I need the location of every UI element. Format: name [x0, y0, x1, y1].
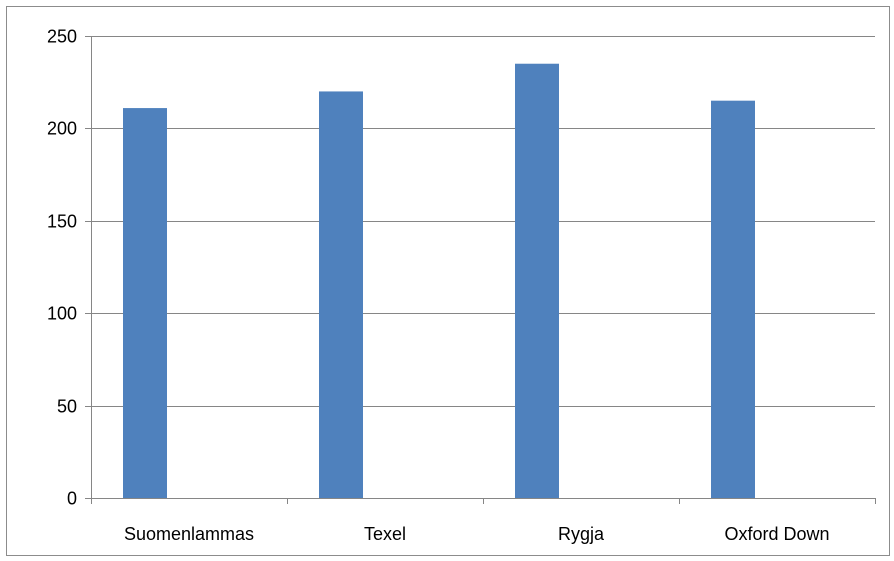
gridlines	[91, 36, 875, 407]
axes	[85, 36, 876, 504]
x-tick-label: Oxford Down	[724, 524, 829, 544]
y-tick-label: 150	[47, 212, 77, 232]
bar	[123, 108, 167, 499]
bar	[711, 100, 755, 499]
bars	[123, 63, 755, 499]
x-tick-label: Suomenlammas	[124, 524, 254, 544]
y-tick-label: 50	[57, 397, 77, 417]
y-tick-label: 100	[47, 304, 77, 324]
y-tick-label: 200	[47, 119, 77, 139]
x-tick-label: Texel	[364, 524, 406, 544]
bar	[319, 91, 363, 498]
y-tick-labels: 0 50 100 150 200 250	[47, 27, 77, 509]
x-tick-label: Rygja	[558, 524, 605, 544]
bar	[515, 63, 559, 498]
y-tick-label: 0	[67, 489, 77, 509]
y-tick-label: 250	[47, 27, 77, 47]
x-tick-labels: Suomenlammas Texel Rygja Oxford Down	[124, 524, 830, 544]
